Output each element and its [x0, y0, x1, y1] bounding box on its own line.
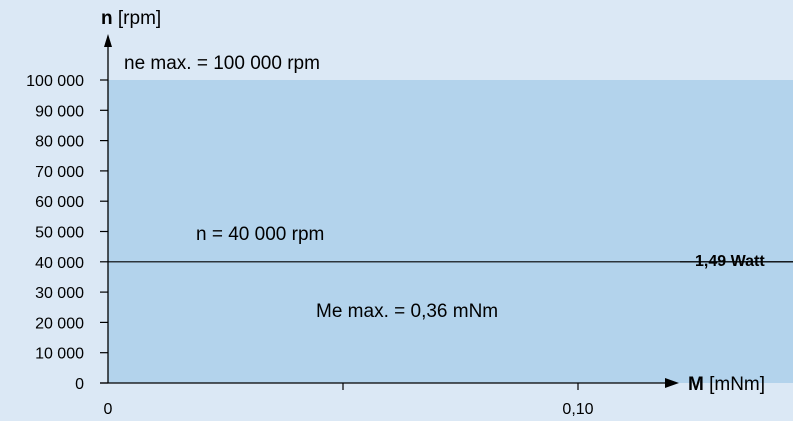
x-tick-label: 0: [104, 401, 113, 418]
power-annotation: 1,49 Watt: [695, 253, 765, 270]
y-axis-label: n [rpm]: [101, 8, 161, 29]
x-tick-label: 0,10: [562, 401, 593, 418]
y-tick-label: 80 000: [35, 134, 84, 151]
y-tick-labels: 0 10 000 20 000 30 000 40 000 50 000 60 000 70 …: [26, 73, 84, 393]
y-tick-label: 60 000: [35, 194, 84, 211]
ne-max-annotation: ne max. = 100 000 rpm: [124, 53, 320, 74]
x-tick-labels: 00,100,150,200,250,300,350,40: [104, 401, 594, 418]
y-tick-label: 10 000: [35, 346, 84, 363]
operating-area: [108, 80, 793, 383]
n-point-annotation: n = 40 000 rpm: [196, 224, 324, 245]
y-tick-label: 90 000: [35, 103, 84, 120]
y-tick-label: 30 000: [35, 285, 84, 302]
y-tick-label: 100 000: [26, 73, 84, 90]
y-tick-label: 40 000: [35, 255, 84, 272]
x-axis-arrow: [665, 378, 679, 388]
y-tick-label: 0: [75, 376, 84, 393]
y-axis-arrow: [104, 34, 112, 47]
y-tick-label: 20 000: [35, 315, 84, 332]
y-tick-label: 70 000: [35, 164, 84, 181]
y-tick-label: 50 000: [35, 225, 84, 242]
me-max-annotation: Me max. = 0,36 mNm: [316, 301, 498, 322]
x-axis-label: M [mNm]: [688, 374, 765, 395]
